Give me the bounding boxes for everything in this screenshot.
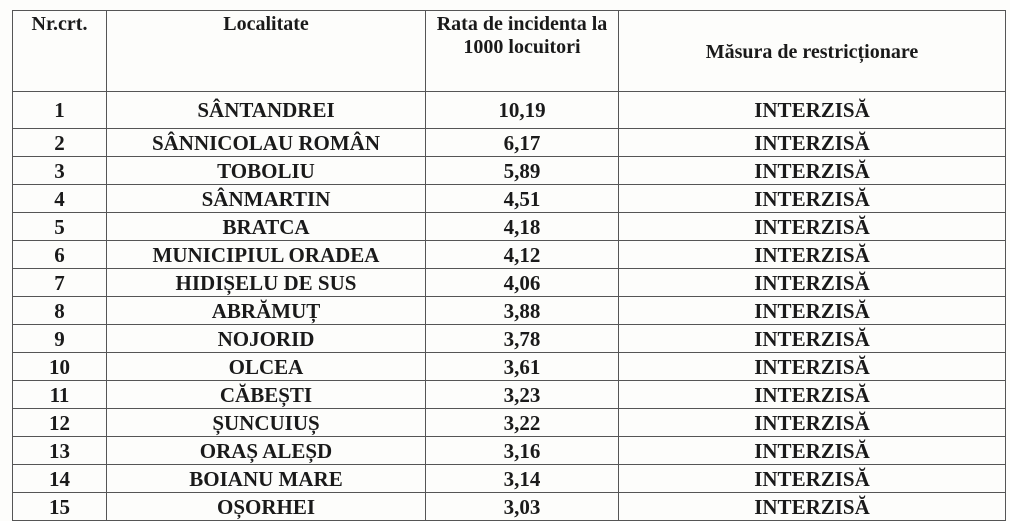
cell-rata: 3,23 <box>425 380 619 409</box>
cell-rata: 5,89 <box>425 156 619 185</box>
table-row: 10 OLCEA 3,61 INTERZISĂ <box>12 352 1006 381</box>
table-row: 14 BOIANU MARE 3,14 INTERZISĂ <box>12 464 1006 493</box>
table-row: 9 NOJORID 3,78 INTERZISĂ <box>12 324 1006 353</box>
cell-masura: INTERZISĂ <box>618 324 1006 353</box>
cell-rata: 4,06 <box>425 268 619 297</box>
cell-nr: 7 <box>12 268 107 297</box>
cell-localitate: CĂBEȘTI <box>106 380 426 409</box>
cell-rata: 3,16 <box>425 436 619 465</box>
cell-rata: 6,17 <box>425 128 619 157</box>
cell-localitate: BOIANU MARE <box>106 464 426 493</box>
cell-localitate: HIDIȘELU DE SUS <box>106 268 426 297</box>
header-nr: Nr.crt. <box>12 10 107 92</box>
cell-localitate: BRATCA <box>106 212 426 241</box>
cell-masura: INTERZISĂ <box>618 492 1006 521</box>
cell-masura: INTERZISĂ <box>618 436 1006 465</box>
cell-rata: 4,12 <box>425 240 619 269</box>
table-row: 3 TOBOLIU 5,89 INTERZISĂ <box>12 156 1006 185</box>
cell-masura: INTERZISĂ <box>618 408 1006 437</box>
cell-rata: 3,22 <box>425 408 619 437</box>
cell-nr: 4 <box>12 184 107 213</box>
cell-localitate: ȘUNCUIUȘ <box>106 408 426 437</box>
cell-rata: 4,18 <box>425 212 619 241</box>
cell-masura: INTERZISĂ <box>618 156 1006 185</box>
cell-nr: 15 <box>12 492 107 521</box>
cell-localitate: SÂNMARTIN <box>106 184 426 213</box>
header-masura: Măsura de restricționare <box>618 10 1006 92</box>
header-localitate: Localitate <box>106 10 426 92</box>
table-row: 2 SÂNNICOLAU ROMÂN 6,17 INTERZISĂ <box>12 128 1006 157</box>
cell-localitate: MUNICIPIUL ORADEA <box>106 240 426 269</box>
cell-masura: INTERZISĂ <box>618 352 1006 381</box>
table-row: 11 CĂBEȘTI 3,23 INTERZISĂ <box>12 380 1006 409</box>
cell-masura: INTERZISĂ <box>618 464 1006 493</box>
cell-localitate: ORAȘ ALEȘD <box>106 436 426 465</box>
cell-masura: INTERZISĂ <box>618 268 1006 297</box>
table-header-row: Nr.crt. Localitate Rata de incidenta la … <box>12 10 1006 92</box>
cell-localitate: TOBOLIU <box>106 156 426 185</box>
cell-masura: INTERZISĂ <box>618 296 1006 325</box>
table-row: 1 SÂNTANDREI 10,19 INTERZISĂ <box>12 91 1006 129</box>
cell-rata: 3,78 <box>425 324 619 353</box>
incidence-table: Nr.crt. Localitate Rata de incidenta la … <box>12 10 1006 521</box>
table-row: 12 ȘUNCUIUȘ 3,22 INTERZISĂ <box>12 408 1006 437</box>
cell-nr: 2 <box>12 128 107 157</box>
cell-nr: 6 <box>12 240 107 269</box>
cell-masura: INTERZISĂ <box>618 184 1006 213</box>
cell-masura: INTERZISĂ <box>618 380 1006 409</box>
table-row: 13 ORAȘ ALEȘD 3,16 INTERZISĂ <box>12 436 1006 465</box>
cell-nr: 10 <box>12 352 107 381</box>
cell-masura: INTERZISĂ <box>618 91 1006 129</box>
cell-masura: INTERZISĂ <box>618 212 1006 241</box>
table-row: 7 HIDIȘELU DE SUS 4,06 INTERZISĂ <box>12 268 1006 297</box>
cell-localitate: OȘORHEI <box>106 492 426 521</box>
cell-localitate: NOJORID <box>106 324 426 353</box>
cell-nr: 11 <box>12 380 107 409</box>
cell-masura: INTERZISĂ <box>618 240 1006 269</box>
table-row: 5 BRATCA 4,18 INTERZISĂ <box>12 212 1006 241</box>
cell-nr: 3 <box>12 156 107 185</box>
table-row: 6 MUNICIPIUL ORADEA 4,12 INTERZISĂ <box>12 240 1006 269</box>
cell-rata: 3,61 <box>425 352 619 381</box>
table-row: 8 ABRĂMUȚ 3,88 INTERZISĂ <box>12 296 1006 325</box>
table-row: 4 SÂNMARTIN 4,51 INTERZISĂ <box>12 184 1006 213</box>
header-rata: Rata de incidenta la 1000 locuitori <box>425 10 619 92</box>
cell-rata: 10,19 <box>425 91 619 129</box>
cell-rata: 3,88 <box>425 296 619 325</box>
cell-localitate: SÂNTANDREI <box>106 91 426 129</box>
cell-masura: INTERZISĂ <box>618 128 1006 157</box>
cell-rata: 3,03 <box>425 492 619 521</box>
cell-localitate: SÂNNICOLAU ROMÂN <box>106 128 426 157</box>
cell-nr: 8 <box>12 296 107 325</box>
cell-rata: 4,51 <box>425 184 619 213</box>
cell-nr: 5 <box>12 212 107 241</box>
table-row: 15 OȘORHEI 3,03 INTERZISĂ <box>12 492 1006 521</box>
cell-nr: 13 <box>12 436 107 465</box>
cell-nr: 9 <box>12 324 107 353</box>
cell-nr: 1 <box>12 91 107 129</box>
cell-nr: 12 <box>12 408 107 437</box>
cell-rata: 3,14 <box>425 464 619 493</box>
cell-localitate: ABRĂMUȚ <box>106 296 426 325</box>
cell-localitate: OLCEA <box>106 352 426 381</box>
cell-nr: 14 <box>12 464 107 493</box>
